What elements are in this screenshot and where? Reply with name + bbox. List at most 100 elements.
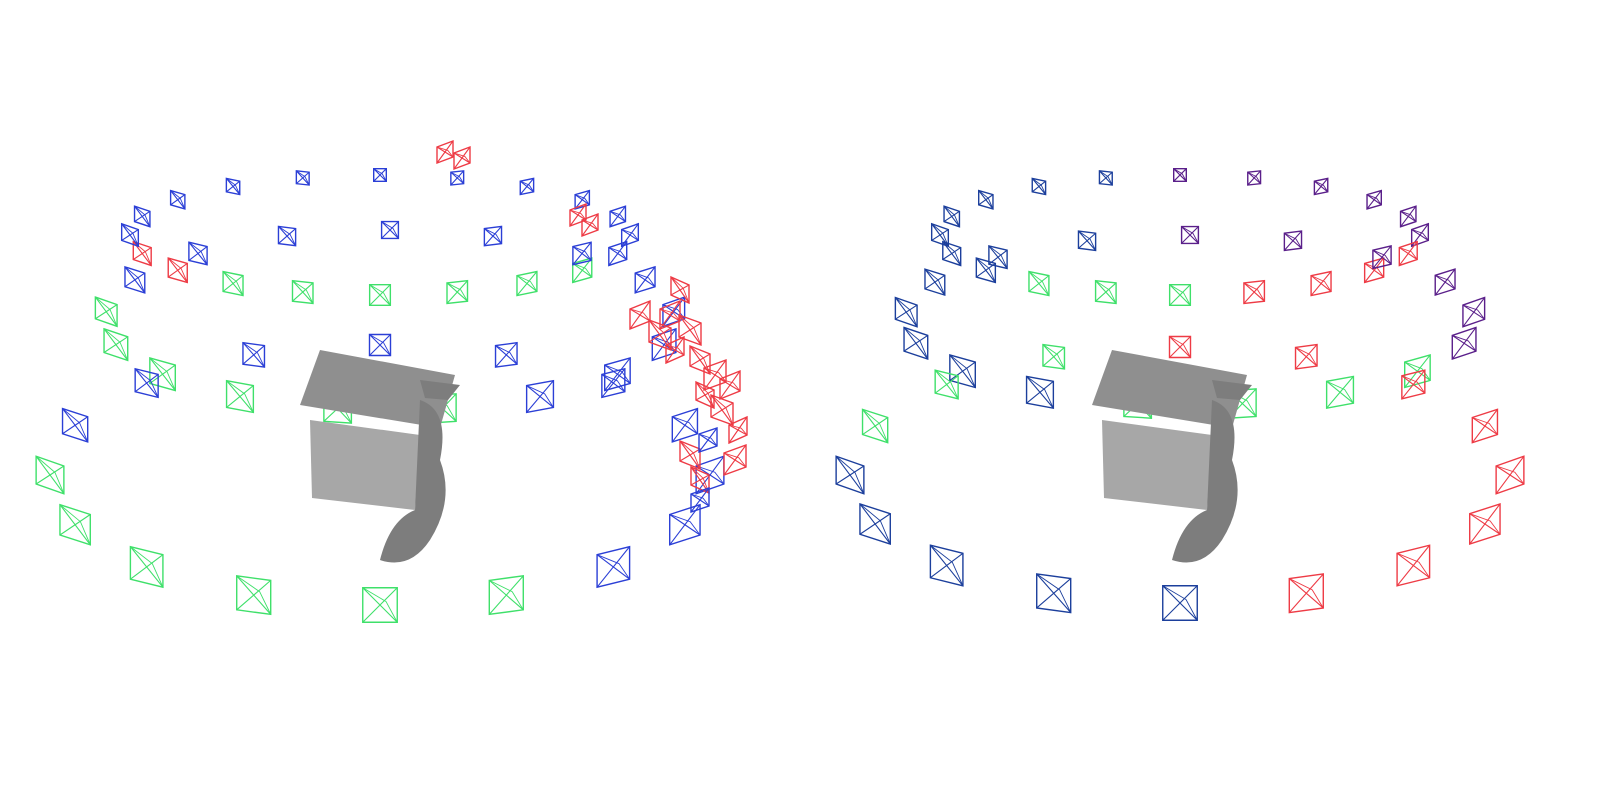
camera-frustum-icon (710, 394, 734, 426)
camera-frustum-icon (572, 241, 592, 266)
camera-frustum-icon (373, 167, 387, 183)
left-front-cameras (59, 503, 701, 623)
house-roof (1092, 350, 1247, 428)
camera-frustum-icon (362, 587, 398, 623)
camera-frustum-icon (1173, 167, 1187, 183)
camera-frustum-icon (61, 407, 89, 443)
camera-frustum-icon (222, 270, 244, 297)
camera-frustum-icon (149, 357, 176, 392)
camera-frustum-icon (835, 455, 865, 495)
right-house-model (1092, 350, 1252, 563)
camera-frustum-icon (678, 314, 702, 346)
house-wall (310, 420, 420, 510)
camera-frustum-icon (1243, 279, 1266, 305)
camera-frustum-icon (494, 341, 518, 368)
camera-frustum-icon (949, 354, 976, 389)
camera-frustum-icon (924, 268, 946, 297)
camera-frustum-icon (1098, 170, 1113, 186)
camera-frustum-icon (450, 170, 465, 186)
camera-frustum-icon (1310, 270, 1332, 297)
camera-frustum-icon (1404, 354, 1431, 389)
camera-frustum-icon (648, 319, 672, 351)
right-front-cameras (859, 502, 1501, 621)
camera-frustum-icon (1495, 455, 1525, 495)
camera-frustum-icon (703, 359, 727, 391)
camera-frustum-icon (133, 205, 151, 228)
camera-frustum-icon (1366, 189, 1382, 210)
camera-frustum-icon (291, 279, 314, 305)
house-foliage (1172, 400, 1238, 563)
camera-frustum-icon (719, 369, 741, 401)
house-eave (1212, 380, 1252, 400)
camera-frustum-icon (483, 225, 503, 247)
left-pose-panel (35, 139, 748, 623)
camera-frustum-icon (665, 335, 685, 365)
camera-frustum-icon (446, 279, 469, 305)
left-pose-plot (35, 139, 748, 623)
camera-frustum-icon (516, 270, 538, 297)
camera-frustum-icon (1325, 375, 1355, 409)
camera-frustum-icon (894, 296, 918, 328)
camera-frustum-icon (943, 205, 961, 228)
camera-frustum-icon (124, 265, 146, 294)
camera-frustum-icon (934, 369, 959, 400)
camera-frustum-icon (1162, 585, 1198, 621)
camera-frustum-icon (453, 145, 471, 171)
camera-frustum-icon (120, 222, 140, 248)
camera-frustum-icon (1180, 225, 1200, 245)
camera-frustum-icon (581, 212, 599, 238)
camera-frustum-icon (629, 299, 651, 331)
camera-frustum-icon (1372, 245, 1392, 270)
camera-frustum-icon (608, 240, 628, 267)
camera-frustum-icon (488, 575, 524, 616)
house-foliage (380, 400, 446, 563)
camera-frustum-icon (930, 222, 950, 248)
camera-frustum-icon (695, 455, 725, 495)
camera-frustum-icon (669, 503, 701, 546)
camera-frustum-icon (572, 257, 593, 284)
camera-frustum-icon (988, 245, 1008, 270)
camera-frustum-icon (94, 296, 118, 328)
camera-frustum-icon (596, 545, 631, 589)
camera-frustum-icon (103, 327, 129, 362)
house-roof (300, 350, 455, 428)
camera-frustum-icon (1025, 375, 1055, 409)
camera-frustum-icon (436, 139, 454, 165)
camera-frustum-icon (1434, 268, 1456, 297)
camera-frustum-icon (1294, 343, 1318, 370)
camera-frustum-icon (1462, 296, 1486, 328)
camera-frustum-icon (601, 367, 626, 399)
camera-frustum-icon (167, 257, 188, 284)
camera-frustum-icon (1398, 240, 1418, 267)
camera-frustum-icon (1469, 502, 1501, 546)
left-outlier-cameras (436, 139, 748, 513)
camera-frustum-icon (1451, 326, 1477, 361)
camera-frustum-icon (1031, 177, 1047, 196)
camera-frustum-icon (277, 225, 297, 247)
camera-frustum-icon (134, 367, 159, 399)
camera-frustum-icon (1028, 270, 1050, 297)
camera-frustum-icon (129, 545, 164, 589)
camera-frustum-icon (671, 407, 699, 443)
house-eave (420, 380, 460, 400)
camera-frustum-icon (368, 333, 392, 357)
camera-frustum-icon (1077, 230, 1097, 252)
camera-frustum-icon (1401, 369, 1426, 400)
camera-frustum-icon (679, 439, 701, 471)
camera-frustum-icon (35, 455, 65, 495)
camera-frustum-icon (380, 220, 400, 240)
right-camera-rings (835, 167, 1525, 495)
camera-frustum-icon (242, 341, 266, 368)
left-house-model (300, 350, 460, 563)
camera-frustum-icon (609, 205, 627, 228)
camera-frustum-icon (690, 487, 710, 513)
camera-frustum-icon (169, 189, 186, 210)
camera-frustum-icon (1396, 544, 1431, 587)
camera-frustum-icon (368, 283, 392, 307)
camera-frustum-icon (519, 177, 535, 196)
camera-frustum-icon (1399, 205, 1417, 228)
house-wall (1102, 420, 1212, 510)
camera-frustum-icon (728, 415, 748, 445)
camera-frustum-icon (569, 202, 587, 228)
